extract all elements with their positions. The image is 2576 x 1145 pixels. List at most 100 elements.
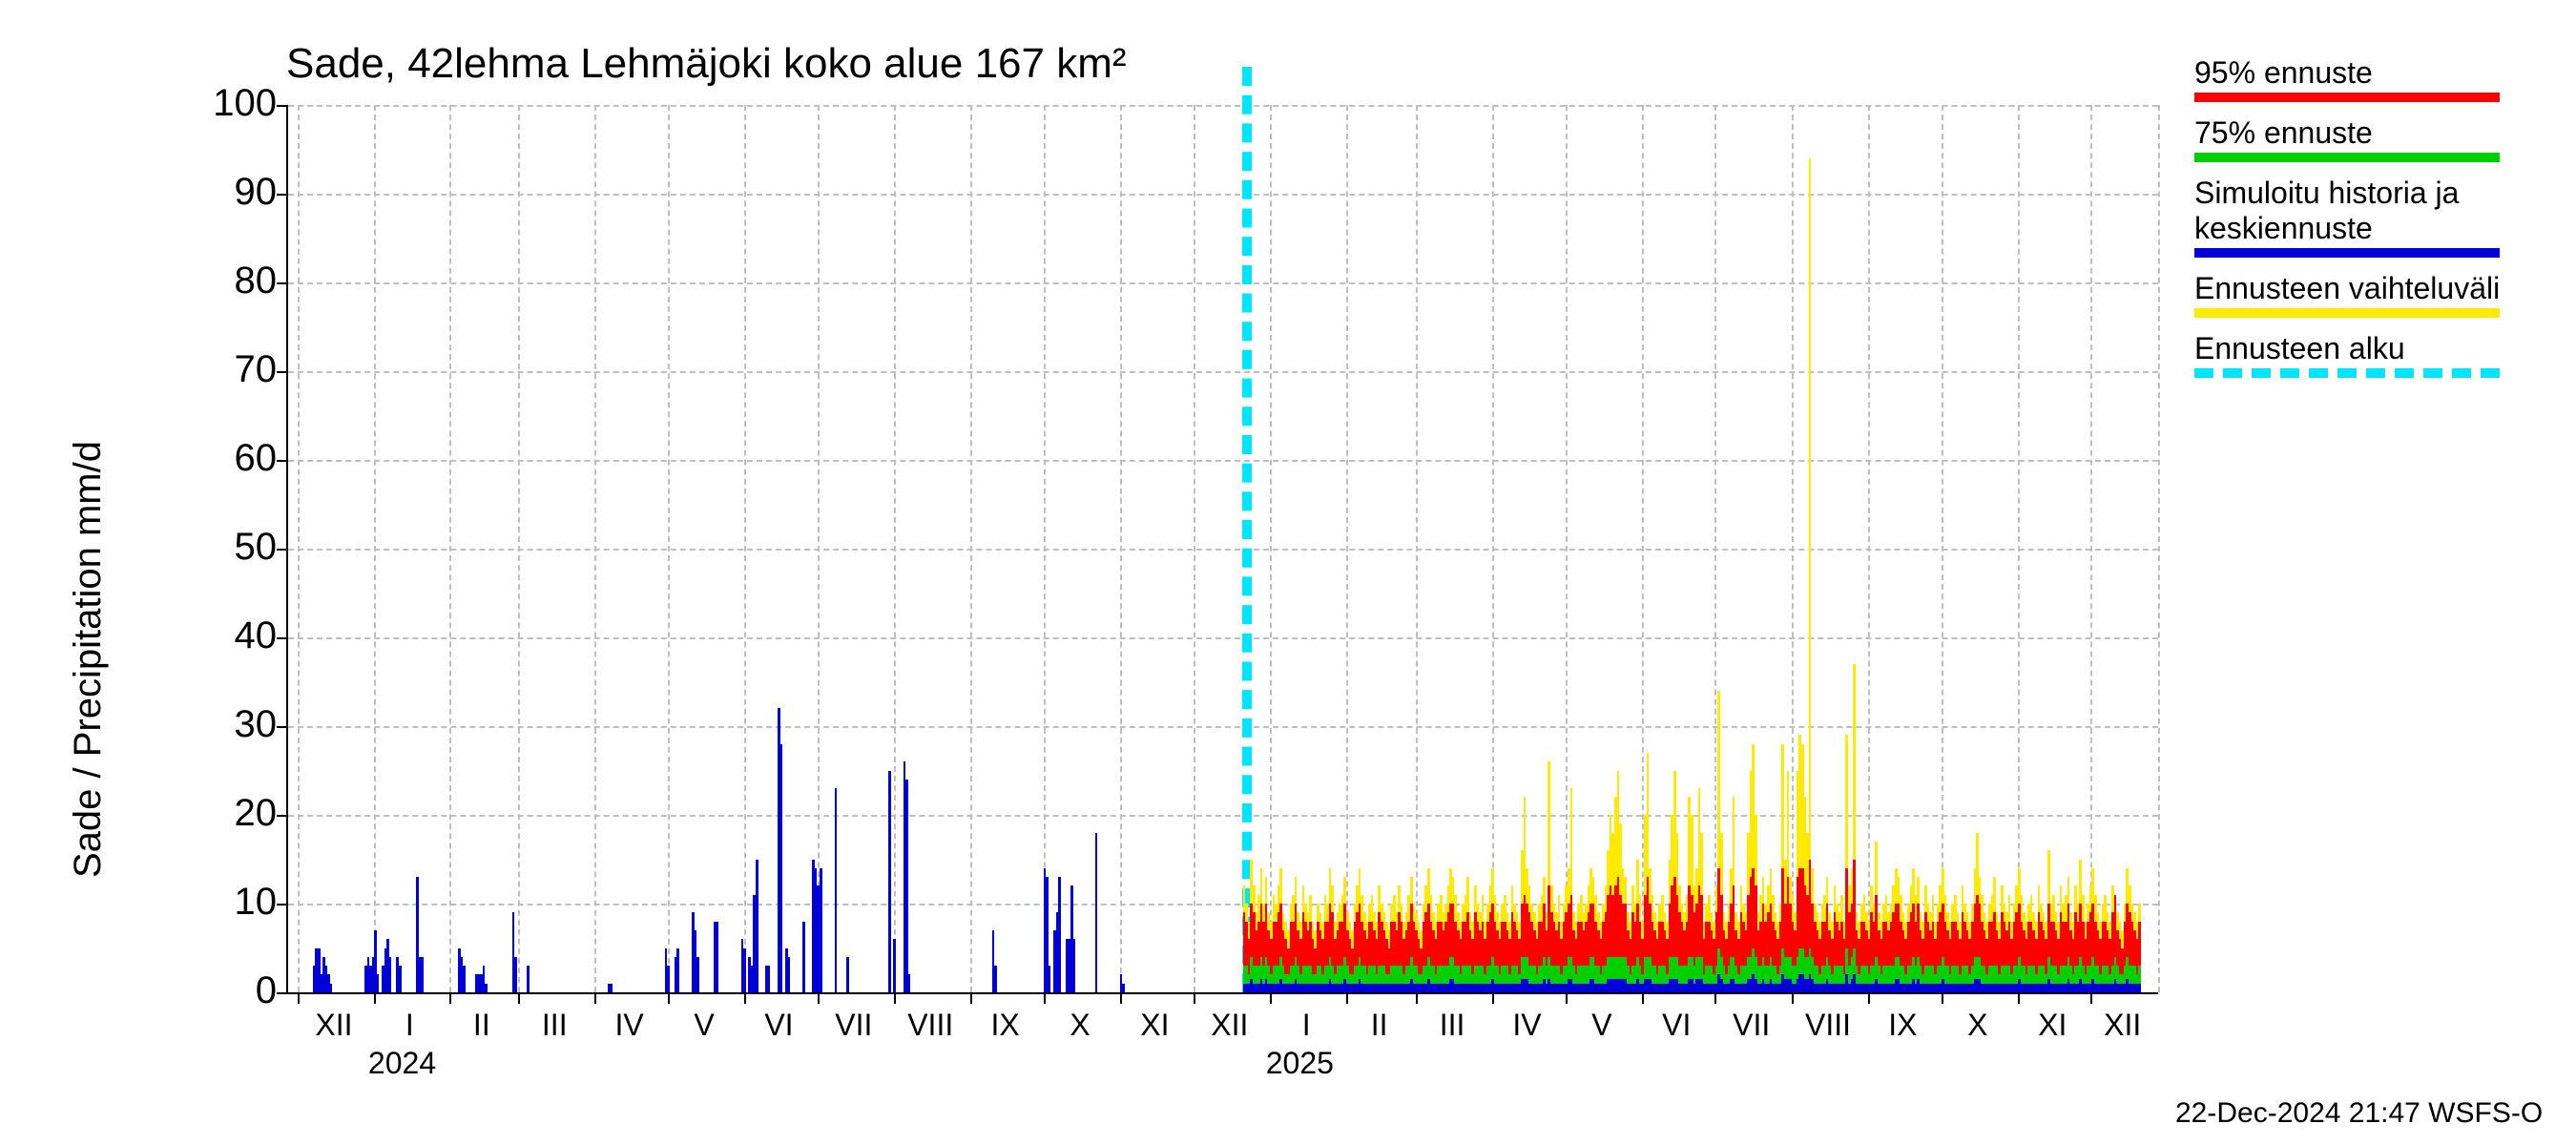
data-bar	[611, 984, 613, 992]
gridline-v	[744, 105, 746, 992]
data-bar	[696, 957, 699, 992]
gridline-v	[894, 105, 896, 992]
legend-item: 75% ennuste	[2194, 115, 2500, 162]
gridline-h	[288, 726, 2158, 728]
legend-label: Simuloitu historia ja keskiennuste	[2194, 176, 2500, 246]
xtick-label: IV	[615, 1008, 644, 1043]
xtick-label: VI	[1662, 1008, 1691, 1043]
data-bar	[802, 922, 805, 992]
ytick-mark	[277, 194, 288, 196]
ytick-mark	[277, 282, 288, 284]
xtick-label: V	[1591, 1008, 1611, 1043]
ytick-mark	[277, 637, 288, 639]
year-label: 2025	[1266, 1046, 1334, 1081]
legend-label: 95% ennuste	[2194, 55, 2500, 91]
gridline-v	[1942, 105, 1943, 992]
gridline-v	[668, 105, 670, 992]
ytick-label: 70	[191, 348, 277, 391]
xtick-mark	[818, 992, 820, 1004]
xtick-mark	[2090, 992, 2092, 1004]
gridline-h	[288, 105, 2158, 107]
legend-label: 75% ennuste	[2194, 115, 2500, 151]
gridline-h	[288, 460, 2158, 462]
ytick-mark	[277, 726, 288, 728]
ytick-label: 80	[191, 260, 277, 302]
xtick-label: III	[1440, 1008, 1465, 1043]
data-bar	[514, 957, 517, 992]
data-bar	[908, 974, 911, 992]
legend-swatch	[2194, 93, 2500, 102]
gridline-v	[1120, 105, 1122, 992]
data-bar	[846, 957, 849, 992]
xtick-mark	[1566, 992, 1568, 1004]
data-bar	[994, 966, 997, 992]
legend-label: Ennusteen vaihteluväli	[2194, 271, 2500, 306]
year-label: 2024	[368, 1046, 436, 1081]
gridline-v	[1416, 105, 1418, 992]
data-bar	[780, 744, 783, 992]
legend-item: Simuloitu historia ja keskiennuste	[2194, 176, 2500, 258]
gridline-v	[594, 105, 596, 992]
gridline-h	[288, 282, 2158, 284]
data-bar	[835, 788, 838, 992]
xtick-label: II	[1371, 1008, 1388, 1043]
xtick-label: XI	[1140, 1008, 1169, 1043]
gridline-h	[288, 549, 2158, 551]
xtick-label: VII	[1733, 1008, 1770, 1043]
gridline-h	[288, 637, 2158, 639]
ytick-label: 10	[191, 881, 277, 924]
data-bar	[377, 974, 380, 992]
data-bar	[389, 957, 392, 992]
y-axis-label: Sade / Precipitation mm/d	[67, 441, 110, 878]
xtick-label: IV	[1512, 1008, 1541, 1043]
plot-area	[286, 105, 2158, 994]
data-bar	[756, 860, 758, 993]
gridline-v	[518, 105, 520, 992]
data-bar	[717, 922, 719, 992]
gridline-v	[818, 105, 820, 992]
gridline-v	[2090, 105, 2092, 992]
gridline-v	[1868, 105, 1870, 992]
data-bar	[676, 948, 679, 993]
ytick-mark	[277, 371, 288, 373]
xtick-mark	[1792, 992, 1794, 1004]
data-bar	[1095, 833, 1098, 992]
ytick-mark	[277, 815, 288, 817]
xtick-mark	[1714, 992, 1716, 1004]
gridline-v	[1492, 105, 1494, 992]
xtick-label: IX	[1888, 1008, 1917, 1043]
xtick-label: VI	[764, 1008, 793, 1043]
xtick-label: VII	[835, 1008, 872, 1043]
legend-label: Ennusteen alku	[2194, 331, 2500, 366]
xtick-mark	[970, 992, 972, 1004]
legend-item: Ennusteen vaihteluväli	[2194, 271, 2500, 318]
data-bar	[463, 966, 466, 992]
xtick-label: XII	[2104, 1008, 2141, 1043]
gridline-v	[449, 105, 451, 992]
xtick-label: V	[694, 1008, 714, 1043]
xtick-mark	[1044, 992, 1046, 1004]
xtick-mark	[744, 992, 746, 1004]
gridline-h	[288, 194, 2158, 196]
data-bar	[1122, 984, 1125, 992]
xtick-mark	[1270, 992, 1272, 1004]
xtick-mark	[1416, 992, 1418, 1004]
xtick-mark	[1120, 992, 1122, 1004]
data-bar	[820, 868, 822, 992]
data-bar	[667, 966, 670, 992]
data-bar	[2138, 984, 2141, 992]
gridline-v	[1346, 105, 1348, 992]
legend-item: 95% ennuste	[2194, 55, 2500, 102]
xtick-mark	[1346, 992, 1348, 1004]
legend-swatch	[2194, 368, 2500, 378]
data-bar	[888, 771, 891, 993]
ytick-label: 100	[191, 82, 277, 125]
ytick-label: 0	[191, 969, 277, 1012]
xtick-label: I	[1302, 1008, 1311, 1043]
xtick-mark	[298, 992, 300, 1004]
xtick-mark	[668, 992, 670, 1004]
data-bar	[527, 966, 530, 992]
gridline-v	[2158, 105, 2160, 992]
xtick-mark	[894, 992, 896, 1004]
gridline-h	[288, 371, 2158, 373]
